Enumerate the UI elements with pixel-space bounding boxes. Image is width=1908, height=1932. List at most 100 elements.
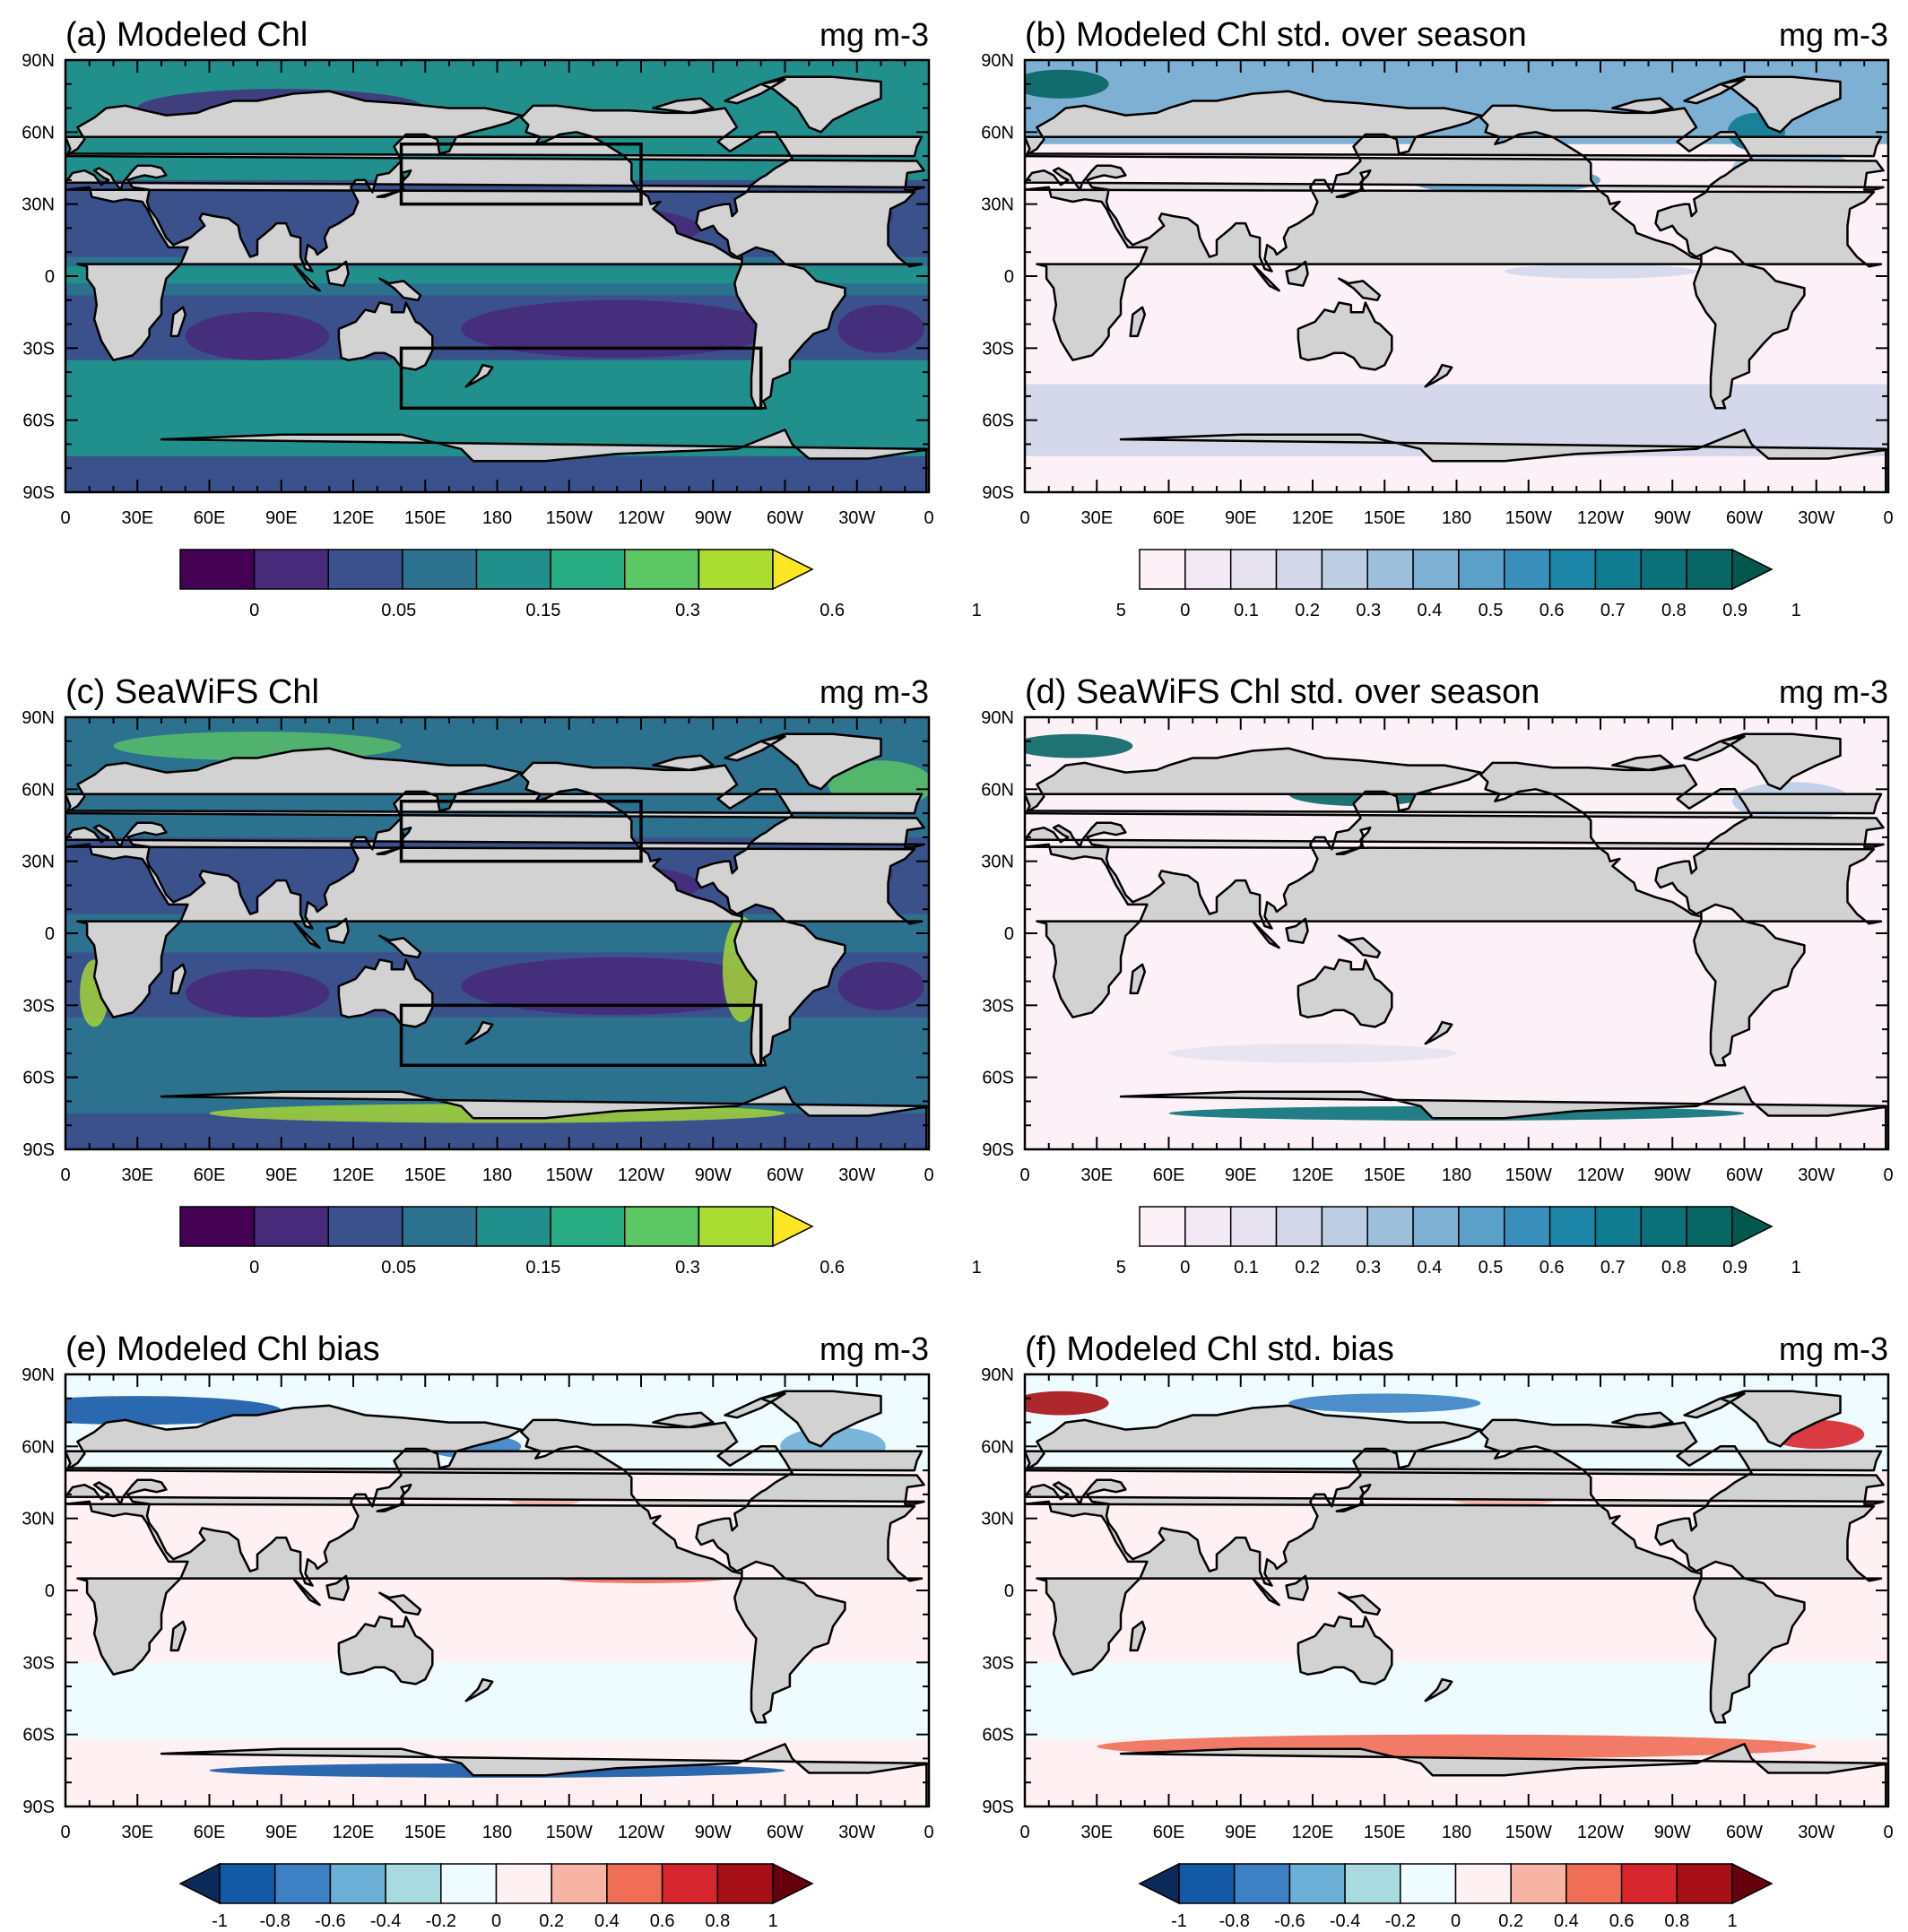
band-equatorial — [1505, 264, 1696, 279]
lon-tick-label: 120W — [1577, 508, 1624, 528]
lat-tick-label: 90S — [982, 1140, 1014, 1160]
colorbar-label: 0.8 — [1661, 1258, 1687, 1278]
lon-tick-label: 150E — [404, 508, 447, 528]
lon-tick-label: 90E — [265, 1823, 298, 1842]
colorbar-label: -0.6 — [315, 1911, 345, 1931]
colorbar-cell — [1458, 549, 1505, 590]
band-southern — [1168, 1044, 1457, 1063]
colorbar: -1 -0.8 -0.6 -0.4 -0.2 0 0.2 0.4 0.6 0.8 1 — [1138, 1862, 1774, 1931]
colorbar-label: 1 — [768, 1911, 777, 1931]
lat-tick-label: 60N — [981, 1437, 1014, 1457]
lat-tick-label: 90S — [982, 483, 1014, 503]
panel-c: (c) SeaWiFS Chl mg m-3 0 30E 60E 90E 120E 150E 1… — [22, 673, 1126, 1278]
map-area: 0 30E 60E 90E 120E 150E 180 150W 120W 90W 60W 30W 09… — [22, 708, 933, 1185]
bias-arctic — [1288, 1393, 1481, 1413]
lon-tick-label: 60E — [1153, 1165, 1185, 1185]
colorbar-label: 1 — [1791, 1258, 1801, 1278]
lat-tick-label: 90N — [22, 708, 55, 728]
lon-tick-label: 120E — [333, 1823, 375, 1842]
colorbar-cell — [661, 1863, 719, 1904]
colorbar-cell — [1458, 1206, 1505, 1247]
lat-tick-label: 90N — [981, 51, 1014, 71]
colorbar-label: 0 — [249, 1258, 259, 1278]
colorbar-label: 0 — [1451, 1911, 1461, 1931]
lon-tick-label: 90W — [695, 1165, 732, 1185]
colorbar-cell — [475, 549, 551, 590]
colorbar-label: 0.05 — [381, 601, 416, 620]
colorbar-cell — [1640, 1206, 1687, 1247]
colorbar-cell — [219, 1863, 276, 1904]
panel-units: mg m-3 — [1779, 16, 1888, 53]
colorbar-label: 0.2 — [1295, 601, 1320, 620]
colorbar-label: 0.1 — [1234, 1258, 1259, 1278]
colorbar-label: 0.3 — [675, 601, 700, 620]
lat-tick-label: 90S — [22, 1798, 55, 1817]
colorbar-cell — [624, 549, 700, 590]
colorbar-label: -1 — [1171, 1911, 1187, 1931]
colorbar-end-high — [1731, 1862, 1774, 1905]
colorbar-label: 1 — [972, 1258, 982, 1278]
colorbar-cell — [1184, 1206, 1232, 1247]
lat-tick-label: 30N — [22, 1510, 55, 1529]
colorbar-cell — [179, 549, 256, 590]
colorbar-cell — [698, 1206, 774, 1247]
panel-d: (d) SeaWiFS Chl std. over season mg m-3 0 3… — [981, 673, 1893, 1278]
colorbar-label: 0 — [1180, 1258, 1190, 1278]
lon-tick-label: 60E — [1153, 1823, 1185, 1842]
panel-title: (f) Modeled Chl std. bias — [1025, 1330, 1394, 1368]
lon-tick-label: 120W — [1577, 1823, 1624, 1842]
colorbar-end-high — [1731, 548, 1774, 591]
panel-title: (a) Modeled Chl — [65, 16, 308, 54]
colorbar-label: 0.8 — [1661, 601, 1687, 620]
lon-tick-label: 150E — [1364, 1165, 1406, 1185]
lon-tick-label: 0 — [1019, 1823, 1029, 1842]
lon-tick-label: 120E — [1292, 508, 1334, 528]
colorbar-label: 0.8 — [1664, 1911, 1689, 1931]
lat-tick-label: 90N — [22, 1365, 55, 1385]
colorbar-cell — [1229, 549, 1278, 590]
colorbar-end-low — [178, 1862, 221, 1905]
lat-tick-label: 90N — [981, 708, 1014, 728]
lat-tick-label: 60N — [22, 780, 55, 800]
colorbar-label: 0.05 — [381, 1258, 416, 1278]
lon-tick-label: 0 — [924, 1823, 933, 1842]
lon-tick-label: 0 — [1883, 508, 1893, 528]
colorbar-cell — [253, 1206, 329, 1247]
panel-a: (a) Modeled Chl mg m-3 0 30E 60E 90E 120E 150E 1… — [22, 16, 1126, 620]
colorbar-cell — [1321, 1206, 1368, 1247]
colorbar-label: 0.5 — [1479, 1258, 1504, 1278]
axis-ticks — [65, 716, 930, 1150]
colorbar: 0 0.1 0.2 0.3 0.4 0.5 0.6 0.7 0.8 0.9 1 — [1139, 1205, 1801, 1278]
lon-tick-label: 0 — [1883, 1823, 1893, 1842]
colorbar-cell — [1139, 549, 1186, 590]
lon-tick-label: 60E — [1153, 508, 1185, 528]
colorbar-label: -0.4 — [370, 1911, 401, 1931]
colorbar-cell — [624, 1206, 700, 1247]
colorbar-cell — [1686, 1206, 1733, 1247]
panel-f: (f) Modeled Chl std. bias mg m-3 0 30E 60E 90… — [981, 1330, 1893, 1931]
colorbar-label: 1 — [972, 601, 982, 620]
lon-tick-label: 30W — [1798, 1165, 1834, 1185]
lon-tick-label: 150E — [404, 1165, 447, 1185]
field-equator-core — [65, 923, 929, 941]
colorbar-label: 0.3 — [675, 1258, 700, 1278]
colorbar-label: 0.2 — [1498, 1911, 1523, 1931]
lon-tick-label: 150E — [1364, 508, 1406, 528]
field-equator-core — [65, 266, 929, 284]
region-box-north-pacific — [399, 799, 643, 863]
colorbar-cell — [1454, 1863, 1512, 1904]
colorbar-cell — [1548, 549, 1597, 590]
lon-tick-label: 60W — [767, 1165, 803, 1185]
lon-tick-label: 120W — [618, 1165, 664, 1185]
panel-title: (b) Modeled Chl std. over season — [1025, 16, 1527, 54]
colorbar-cell — [1594, 1206, 1643, 1247]
lon-tick-label: 90E — [1225, 1823, 1257, 1842]
colorbar-label: 0.3 — [1356, 601, 1381, 620]
colorbar-label: 0.9 — [1722, 601, 1748, 620]
lat-tick-label: 90S — [982, 1798, 1014, 1817]
region-box-north-pacific — [399, 142, 643, 206]
colorbar-label: 5 — [1116, 601, 1126, 620]
lon-tick-label: 30W — [838, 1165, 875, 1185]
lon-tick-label: 30W — [838, 1823, 875, 1842]
axis-ticks — [1024, 59, 1889, 493]
